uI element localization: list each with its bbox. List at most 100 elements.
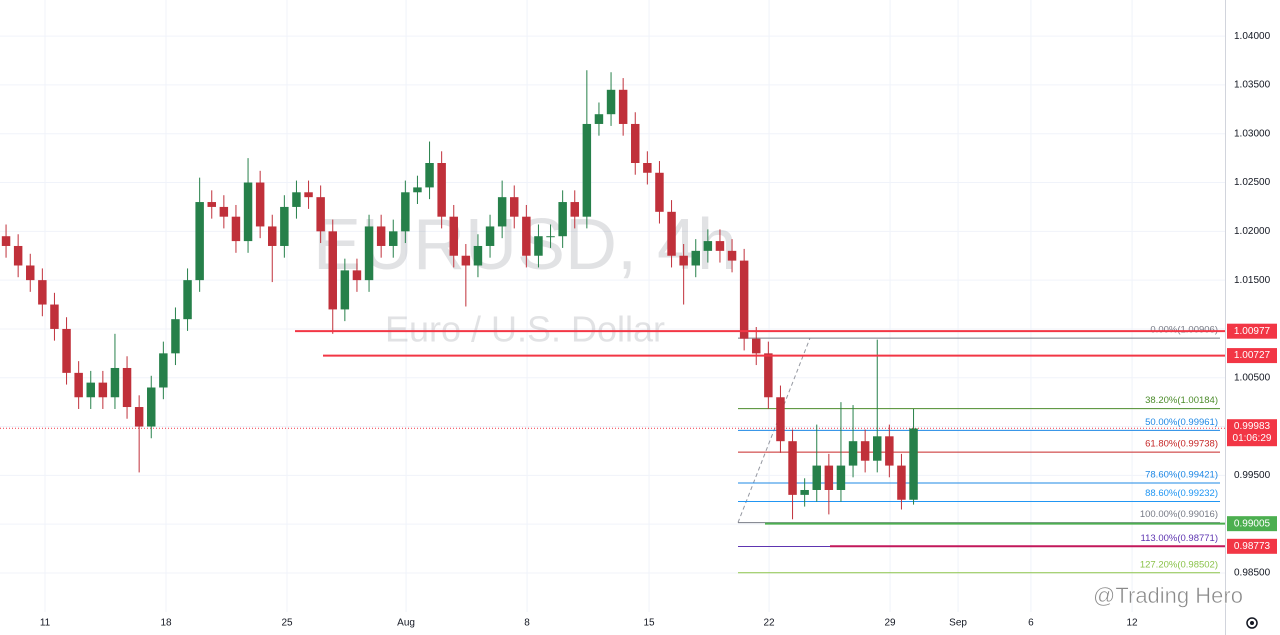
- candle-body: [304, 192, 313, 198]
- settings-icon[interactable]: [1246, 617, 1258, 629]
- x-tick-label: 22: [764, 618, 776, 629]
- candle-body: [558, 202, 567, 237]
- x-tick-label: Aug: [397, 618, 415, 629]
- candle-body: [606, 89, 616, 115]
- candle-body: [98, 382, 108, 398]
- candle-body: [364, 226, 374, 281]
- x-tick-label: 18: [160, 618, 172, 629]
- candle-body: [1, 236, 11, 246]
- candle-body: [776, 397, 785, 442]
- candle-body: [38, 280, 47, 305]
- candle-body: [50, 304, 59, 329]
- candle-body: [413, 187, 422, 193]
- candle-body: [389, 231, 398, 246]
- fib-label: 127.20%(0.98502): [1140, 559, 1218, 570]
- fib-label: 113.00%(0.98771): [1141, 533, 1218, 544]
- candle-body: [679, 255, 688, 266]
- candle-body: [243, 182, 253, 242]
- candle-body: [570, 202, 579, 217]
- y-tick-label: 0.99500: [1234, 470, 1271, 481]
- price-label-box: [1227, 348, 1277, 364]
- candle-body: [195, 202, 204, 281]
- candle-body: [62, 328, 71, 373]
- candle-body: [401, 192, 410, 232]
- y-tick-label: 1.02500: [1234, 177, 1271, 188]
- fib-label: 88.60%(0.99232): [1145, 488, 1218, 499]
- candle-body: [473, 245, 483, 266]
- y-tick-label: 1.00500: [1234, 372, 1271, 383]
- candle-body: [183, 280, 192, 320]
- candle-body: [352, 270, 362, 281]
- candle-body: [219, 206, 229, 217]
- x-tick-label: 8: [524, 618, 530, 629]
- candle-body: [703, 241, 713, 251]
- price-label-box: [1227, 538, 1277, 554]
- candle-body: [159, 353, 168, 388]
- candle-body: [727, 250, 737, 261]
- candle-body: [800, 489, 809, 495]
- price-label: 1.00727: [1234, 350, 1271, 361]
- y-tick-label: 0.98500: [1234, 568, 1271, 579]
- credit: @Trading Hero: [1093, 583, 1243, 608]
- candle-body: [691, 250, 700, 266]
- candle-body: [497, 197, 507, 227]
- fib-label: 0.00%(1.00906): [1150, 325, 1218, 336]
- candle-body: [510, 197, 519, 217]
- candle-body: [655, 172, 664, 212]
- fib-label: 78.60%(0.99421): [1145, 470, 1218, 481]
- candle-body: [207, 202, 216, 207]
- fib-label: 61.80%(0.99738): [1145, 439, 1218, 450]
- price-label: 0.98773: [1234, 541, 1271, 552]
- candle-body: [618, 89, 628, 124]
- candle-body: [171, 319, 180, 354]
- candle-body: [643, 163, 652, 173]
- candle-body: [631, 123, 640, 164]
- candle-body: [715, 241, 725, 251]
- candle-body: [86, 382, 95, 398]
- candle-body: [522, 216, 531, 256]
- countdown-label: 01:06:29: [1233, 433, 1272, 444]
- candle-body: [292, 192, 301, 207]
- x-tick-label: 25: [281, 618, 293, 629]
- candle-body: [280, 206, 289, 246]
- y-tick-label: 1.03000: [1234, 128, 1271, 139]
- candle-body: [74, 372, 83, 398]
- gear[interactable]: [1246, 617, 1258, 629]
- candle-body: [667, 211, 676, 256]
- candle-body: [268, 226, 277, 246]
- candle-body: [873, 436, 882, 461]
- x-tick-label: 15: [643, 618, 655, 629]
- candle-body: [582, 123, 592, 217]
- candle-body: [885, 436, 894, 466]
- fib-label: 50.00%(0.99961): [1145, 417, 1218, 428]
- candle-body: [255, 182, 265, 227]
- last-price-label: 0.99983: [1234, 421, 1271, 432]
- fib-label: 38.20%(1.00184): [1145, 395, 1218, 406]
- candle-body: [739, 260, 749, 339]
- candle-body: [122, 367, 132, 408]
- y-tick-label: 1.02000: [1234, 226, 1271, 237]
- candle-body: [764, 353, 773, 398]
- x-tick-label: 6: [1028, 618, 1034, 629]
- candle-body: [788, 441, 797, 495]
- price-label-box: [1227, 323, 1277, 339]
- candle-body: [110, 367, 120, 398]
- candle-body: [909, 428, 918, 500]
- price-label: 0.99005: [1234, 518, 1271, 529]
- candle-body: [26, 265, 35, 281]
- candle-body: [134, 407, 144, 427]
- price-label: 1.00977: [1234, 326, 1271, 337]
- candle-body: [836, 465, 846, 490]
- candle-body: [340, 270, 350, 310]
- candle-body: [231, 216, 241, 242]
- candle-body: [449, 216, 458, 256]
- candle-body: [485, 226, 495, 246]
- candle-body: [897, 465, 906, 500]
- x-tick-label: 29: [885, 618, 897, 629]
- candle-body: [437, 163, 446, 217]
- price-label-box: [1227, 516, 1277, 532]
- gear-center[interactable]: [1250, 621, 1254, 625]
- candle-body: [13, 245, 23, 266]
- candle-body: [860, 441, 870, 461]
